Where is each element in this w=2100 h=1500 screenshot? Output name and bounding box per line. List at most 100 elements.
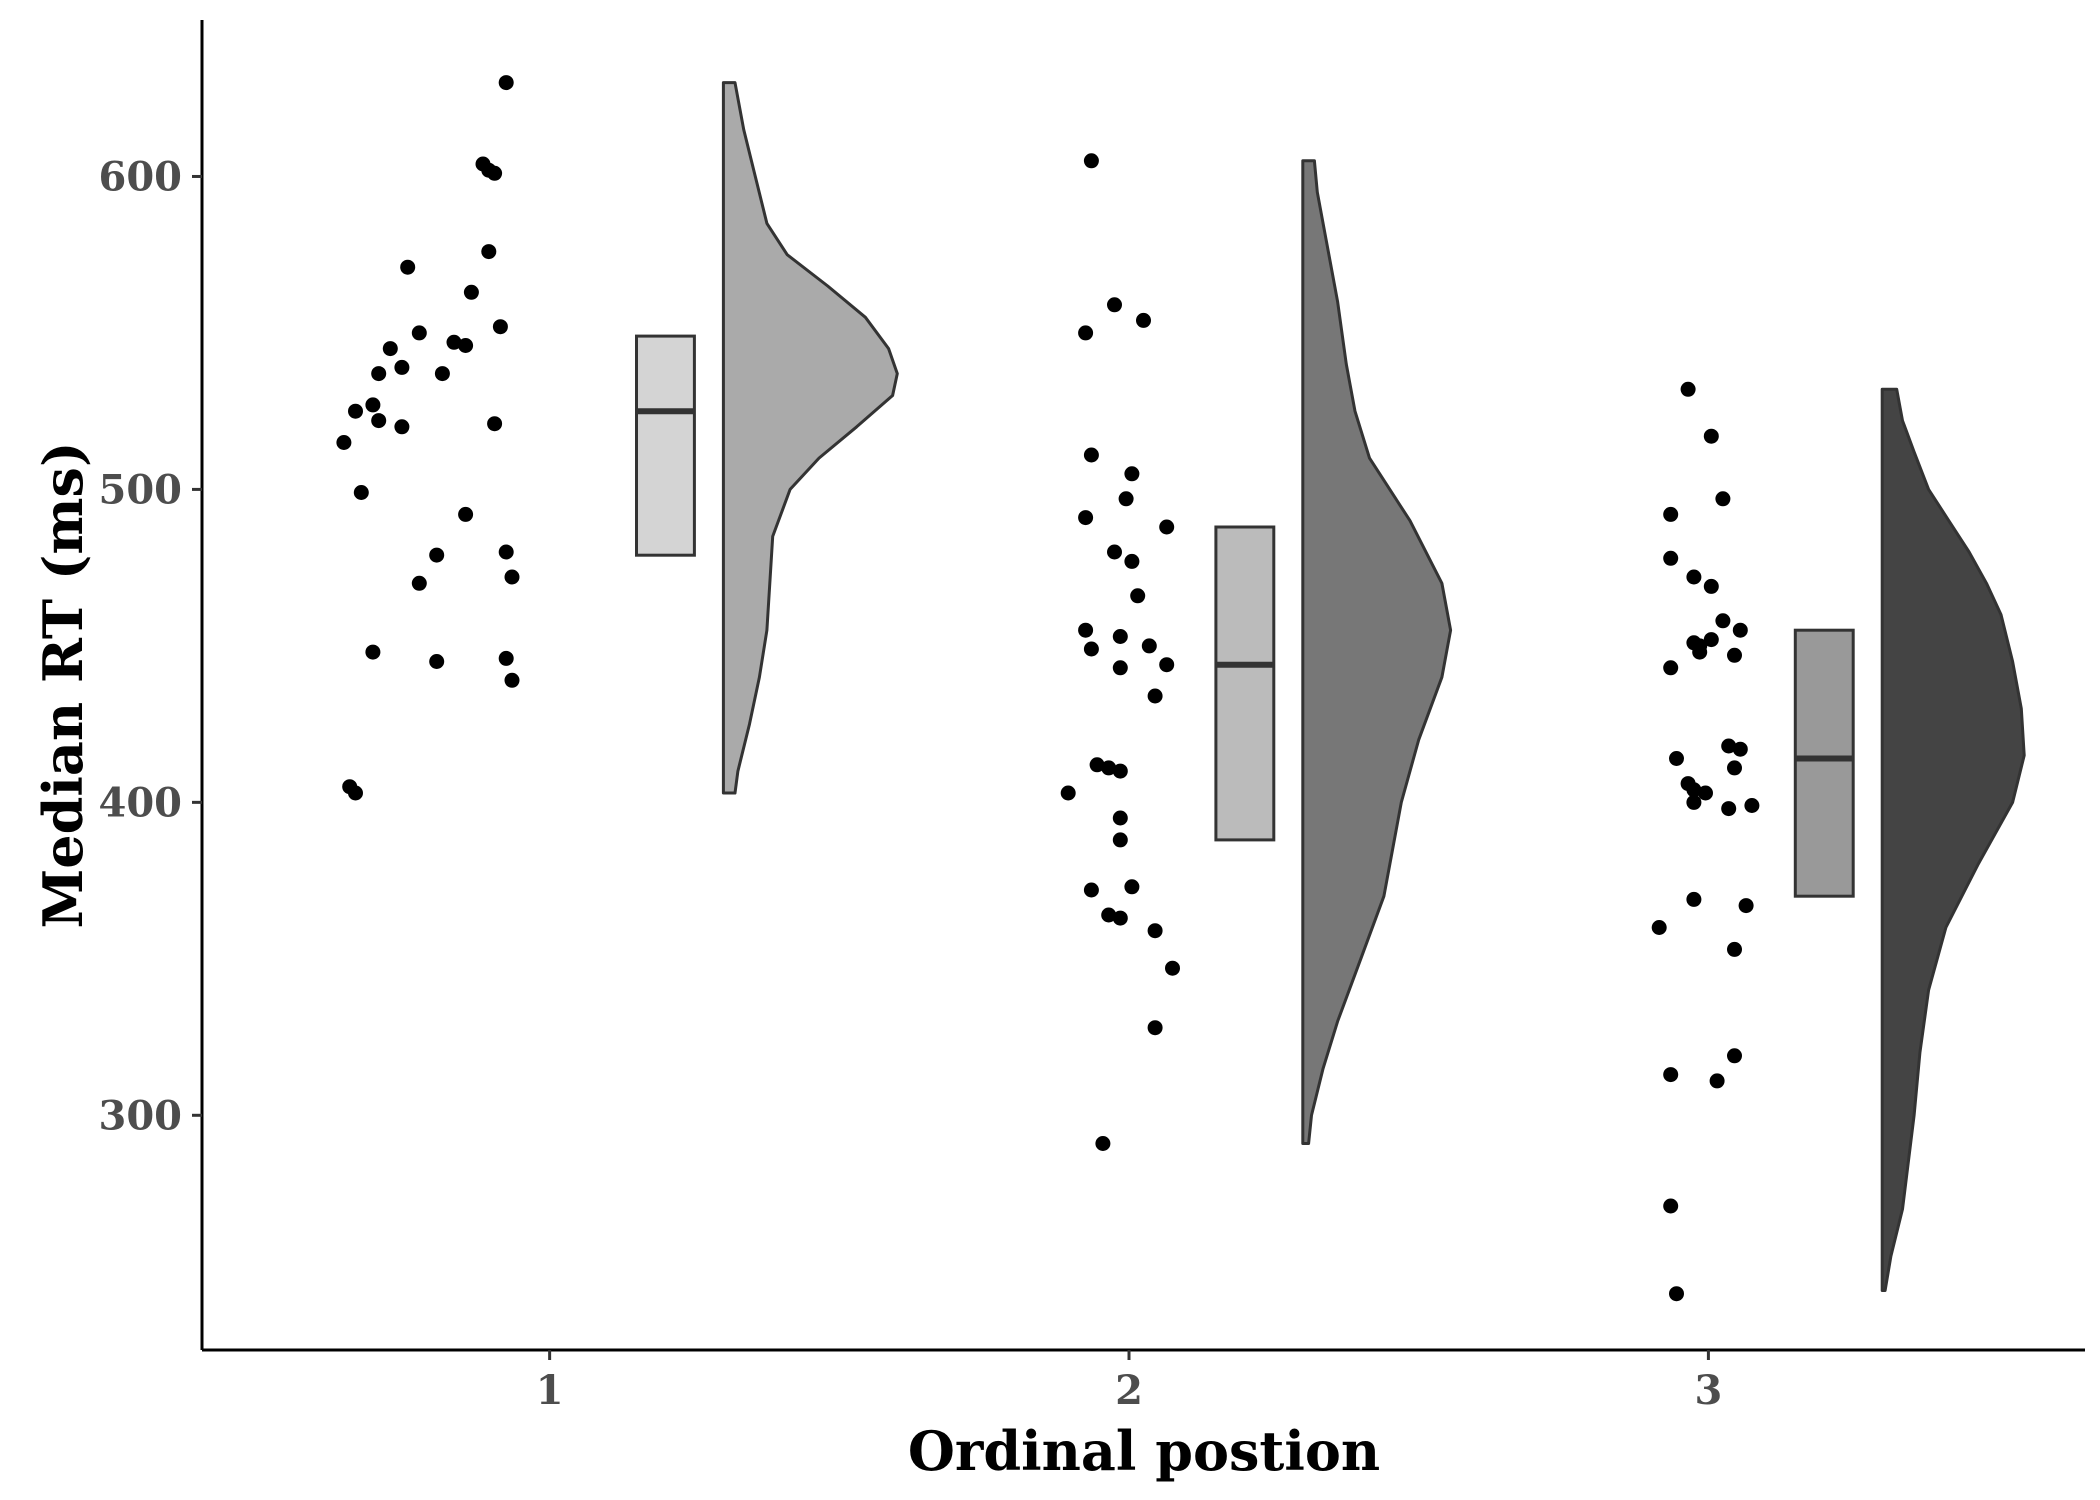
data-point-1-20 [487, 416, 503, 432]
data-point-3-2 [1703, 428, 1719, 444]
box-3 [1793, 628, 1855, 898]
data-point-3-13 [1692, 644, 1708, 660]
point-layer [336, 75, 1760, 1302]
data-point-1-6 [400, 259, 416, 275]
data-point-3-4 [1715, 491, 1731, 507]
data-point-2-1 [1083, 153, 1099, 169]
data-point-2-11 [1124, 553, 1140, 569]
y-axis-title: Median RT (ms) [31, 441, 95, 928]
data-point-2-16 [1141, 638, 1157, 654]
data-point-2-14 [1112, 629, 1128, 644]
data-point-2-27 [1083, 882, 1099, 898]
data-point-2-32 [1147, 1020, 1163, 1036]
data-point-1-23 [458, 506, 474, 522]
data-point-1-24 [429, 547, 445, 563]
data-point-3-25 [1744, 798, 1760, 813]
data-point-3-34 [1669, 1286, 1684, 1302]
data-point-1-9 [411, 325, 427, 341]
data-point-2-5 [1083, 447, 1099, 463]
data-point-2-33 [1095, 1136, 1111, 1151]
data-point-2-8 [1118, 491, 1134, 507]
axes-layer: 300 400 500 600 1 2 3 [99, 20, 2085, 1414]
data-point-2-28 [1101, 907, 1117, 923]
data-point-3-7 [1703, 578, 1719, 594]
box-1 [635, 334, 696, 557]
data-point-2-22 [1112, 763, 1128, 779]
data-point-3-22 [1698, 785, 1713, 801]
data-point-3-21 [1686, 782, 1702, 798]
data-point-1-12 [382, 341, 398, 357]
data-point-1-31 [504, 672, 520, 688]
data-point-1-33 [348, 785, 363, 801]
data-point-2-10 [1107, 544, 1122, 560]
box-2 [1214, 525, 1276, 842]
violin-layer [721, 81, 2026, 1292]
data-point-2-25 [1112, 832, 1128, 848]
data-point-3-23 [1686, 794, 1702, 810]
x-tick-label-2: 2 [1115, 1367, 1143, 1414]
data-point-1-28 [365, 644, 381, 660]
data-point-1-30 [498, 650, 514, 666]
data-point-1-22 [353, 485, 369, 500]
data-point-3-32 [1709, 1073, 1725, 1089]
data-point-3-18 [1669, 751, 1684, 766]
data-point-3-29 [1727, 941, 1742, 957]
x-axis-title: Ordinal postion [908, 1419, 1380, 1483]
data-point-2-19 [1147, 688, 1163, 704]
data-point-1-5 [481, 244, 497, 260]
data-point-3-27 [1738, 898, 1754, 914]
data-point-1-1 [498, 75, 514, 91]
data-point-3-17 [1732, 741, 1748, 757]
data-point-2-29 [1112, 910, 1128, 926]
data-point-3-12 [1703, 632, 1719, 648]
x-tick-label-1: 1 [536, 1367, 564, 1414]
data-point-2-21 [1101, 760, 1117, 776]
data-point-1-14 [371, 366, 387, 382]
data-point-1-27 [504, 569, 520, 585]
data-point-3-30 [1727, 1048, 1742, 1064]
data-point-2-4 [1078, 325, 1094, 341]
data-point-1-25 [498, 544, 514, 560]
data-point-3-24 [1721, 801, 1737, 817]
data-point-3-33 [1663, 1198, 1679, 1214]
data-point-3-1 [1680, 381, 1696, 397]
data-point-1-19 [394, 419, 410, 435]
data-point-3-28 [1651, 920, 1667, 935]
y-tick-label-400: 400 [99, 779, 183, 826]
data-point-2-17 [1112, 660, 1128, 676]
data-point-3-15 [1663, 660, 1679, 676]
data-point-2-26 [1124, 879, 1140, 895]
data-point-3-31 [1663, 1067, 1679, 1083]
data-point-1-15 [434, 366, 450, 382]
x-tick-label-3: 3 [1694, 1367, 1722, 1414]
violin-2 [1301, 159, 1453, 1145]
data-point-2-24 [1112, 810, 1128, 826]
data-point-2-31 [1165, 960, 1180, 976]
data-point-1-7 [463, 284, 479, 300]
data-point-1-26 [411, 575, 427, 591]
data-point-3-5 [1663, 550, 1679, 566]
data-point-2-9 [1159, 519, 1175, 535]
data-point-2-13 [1078, 622, 1094, 638]
data-point-2-20 [1089, 757, 1105, 773]
data-point-1-29 [429, 654, 445, 669]
data-point-1-8 [492, 319, 508, 335]
data-point-2-7 [1078, 510, 1094, 526]
data-point-2-30 [1147, 923, 1163, 939]
data-point-1-18 [371, 413, 387, 429]
data-point-2-6 [1124, 466, 1140, 482]
violin-3 [1880, 387, 2026, 1292]
data-point-2-23 [1060, 785, 1076, 801]
data-point-3-14 [1727, 647, 1742, 663]
data-point-1-17 [365, 397, 381, 413]
data-point-1-13 [394, 359, 410, 375]
data-point-3-3 [1663, 506, 1679, 522]
data-point-2-12 [1130, 588, 1146, 604]
data-point-1-10 [446, 334, 462, 350]
y-tick-label-300: 300 [99, 1092, 183, 1139]
data-point-2-2 [1107, 297, 1122, 313]
data-point-2-3 [1136, 312, 1151, 328]
data-point-1-11 [458, 338, 474, 353]
data-point-3-16 [1721, 738, 1737, 754]
data-point-1-16 [348, 403, 363, 419]
